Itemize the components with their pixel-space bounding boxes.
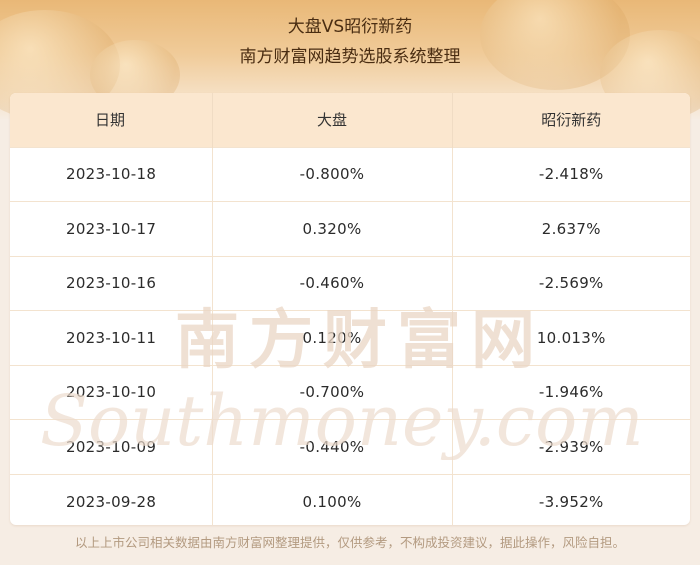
table-row: 2023-10-17 0.320% 2.637% bbox=[10, 201, 690, 256]
table-row: 2023-09-28 0.100% -3.952% bbox=[10, 473, 690, 525]
table-header-row: 日期 大盘 昭衍新药 bbox=[10, 93, 690, 147]
cell-date: 2023-10-17 bbox=[10, 201, 213, 256]
cell-stock-change: 10.013% bbox=[452, 310, 690, 365]
header-date: 日期 bbox=[10, 93, 213, 147]
cell-date: 2023-10-16 bbox=[10, 255, 213, 311]
cell-date: 2023-10-09 bbox=[10, 419, 213, 474]
cell-market-change: -0.700% bbox=[212, 364, 453, 420]
cell-date: 2023-10-11 bbox=[10, 310, 213, 365]
cell-date: 2023-09-28 bbox=[10, 473, 213, 525]
cell-stock-change: -3.952% bbox=[452, 473, 690, 525]
comparison-table: 日期 大盘 昭衍新药 2023-10-18 -0.800% -2.418% 20… bbox=[10, 93, 690, 525]
cell-market-change: 0.320% bbox=[212, 201, 453, 256]
cell-stock-change: -1.946% bbox=[452, 364, 690, 420]
cell-market-change: -0.440% bbox=[212, 419, 453, 474]
comparison-table-card: 日期 大盘 昭衍新药 2023-10-18 -0.800% -2.418% 20… bbox=[10, 93, 690, 525]
table-row: 2023-10-10 -0.700% -1.946% bbox=[10, 364, 690, 420]
table-row: 2023-10-09 -0.440% -2.939% bbox=[10, 419, 690, 474]
page-subtitle: 南方财富网趋势选股系统整理 bbox=[239, 47, 461, 67]
cell-stock-change: 2.637% bbox=[452, 201, 690, 256]
table-row: 2023-10-18 -0.800% -2.418% bbox=[10, 146, 690, 202]
cell-market-change: -0.460% bbox=[212, 255, 453, 311]
cell-stock-change: -2.418% bbox=[452, 146, 690, 202]
cell-market-change: 0.100% bbox=[212, 473, 453, 525]
table-row: 2023-10-11 0.120% 10.013% bbox=[10, 310, 690, 365]
cell-date: 2023-10-10 bbox=[10, 364, 213, 420]
cell-date: 2023-10-18 bbox=[10, 146, 213, 202]
cell-stock-change: -2.939% bbox=[452, 419, 690, 474]
page-title: 大盘VS昭衍新药 bbox=[287, 17, 413, 37]
title-block: 大盘VS昭衍新药 南方财富网趋势选股系统整理 bbox=[0, 14, 700, 70]
header-stock: 昭衍新药 bbox=[541, 111, 602, 130]
cell-market-change: 0.120% bbox=[212, 310, 453, 365]
disclaimer-footer: 以上上市公司相关数据由南方财富网整理提供，仅供参考，不构成投资建议，据此操作，风… bbox=[74, 535, 625, 550]
cell-stock-change: -2.569% bbox=[452, 255, 690, 311]
cell-market-change: -0.800% bbox=[212, 146, 453, 202]
header-market: 大盘 bbox=[212, 93, 453, 147]
table-row: 2023-10-16 -0.460% -2.569% bbox=[10, 255, 690, 311]
